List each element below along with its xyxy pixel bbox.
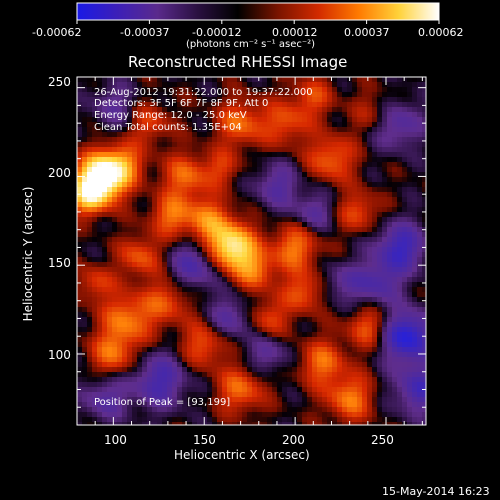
y-tick-label: 250 (48, 75, 71, 89)
colorbar (76, 2, 440, 21)
peak-position: Position of Peak = [93,199] (94, 397, 231, 408)
colorbar-tick-label: 0.00012 (272, 26, 318, 39)
x-tick-label: 150 (193, 433, 216, 447)
info-line: 26-Aug-2012 19:31:22.000 to 19:37:22.000 (94, 87, 313, 98)
info-line: Detectors: 3F 5F 6F 7F 8F 9F, Att 0 (94, 98, 269, 109)
colorbar-tick-label: -0.00062 (32, 26, 82, 39)
colorbar-units: (photons cm⁻² s⁻¹ asec⁻²) (186, 39, 316, 50)
colorbar-tick-label: -0.00037 (120, 26, 170, 39)
plot-title: Reconstructed RHESSI Image (128, 53, 348, 71)
y-tick-label: 100 (48, 348, 71, 362)
colorbar-tick-label: -0.00012 (192, 26, 242, 39)
y-tick-label: 200 (48, 166, 71, 180)
colorbar-tick-label: 0.00062 (418, 26, 464, 39)
x-tick-label: 250 (371, 433, 394, 447)
axis-ticks (76, 77, 426, 426)
plot-frame (76, 76, 427, 426)
info-line: Energy Range: 12.0 - 25.0 keV (94, 110, 247, 121)
info-line: Clean Total counts: 1.35E+04 (94, 122, 242, 133)
colorbar-tick-label: 0.00037 (344, 26, 390, 39)
colorbar-ticks (76, 20, 440, 24)
x-axis-label: Heliocentric X (arcsec) (174, 448, 310, 462)
y-axis-label: Heliocentric Y (arcsec) (21, 186, 35, 322)
y-tick-label: 150 (48, 256, 71, 270)
x-tick-label: 200 (282, 433, 305, 447)
x-tick-label: 100 (104, 433, 127, 447)
timestamp: 15-May-2014 16:23 (382, 485, 490, 498)
image-map (77, 77, 426, 425)
